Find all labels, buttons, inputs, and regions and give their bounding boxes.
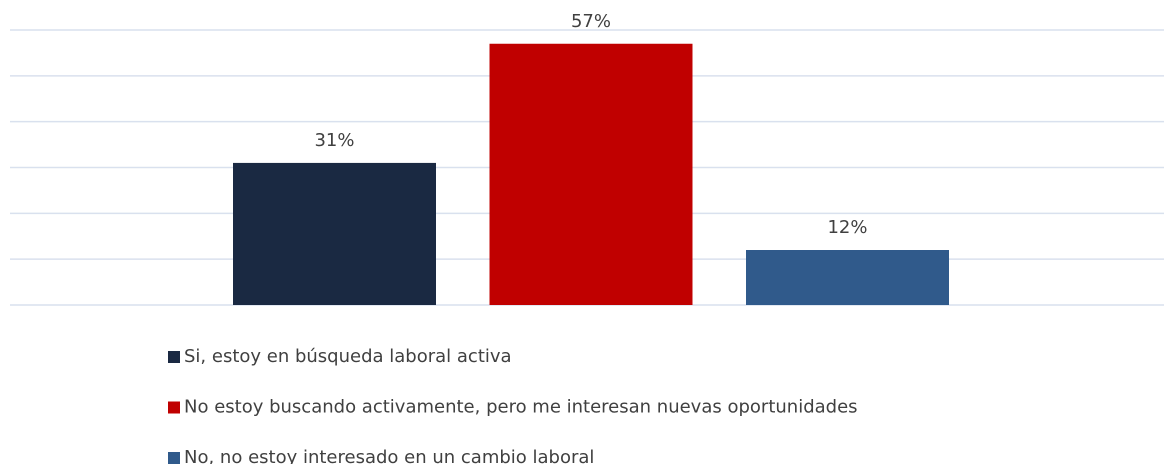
- value-label: 12%: [827, 217, 867, 238]
- value-label: 31%: [314, 130, 354, 151]
- legend-label: No estoy buscando activamente, pero me i…: [184, 397, 858, 418]
- legend-label: No, no estoy interesado en un cambio lab…: [184, 447, 594, 464]
- value-label: 57%: [571, 11, 611, 32]
- legend-swatch: [168, 351, 180, 363]
- bar: [489, 43, 693, 305]
- legend-swatch: [168, 452, 180, 464]
- legend-swatch: [168, 401, 180, 414]
- bar: [233, 162, 436, 305]
- legend-label: Si, estoy en búsqueda laboral activa: [184, 346, 512, 367]
- bar: [746, 250, 949, 305]
